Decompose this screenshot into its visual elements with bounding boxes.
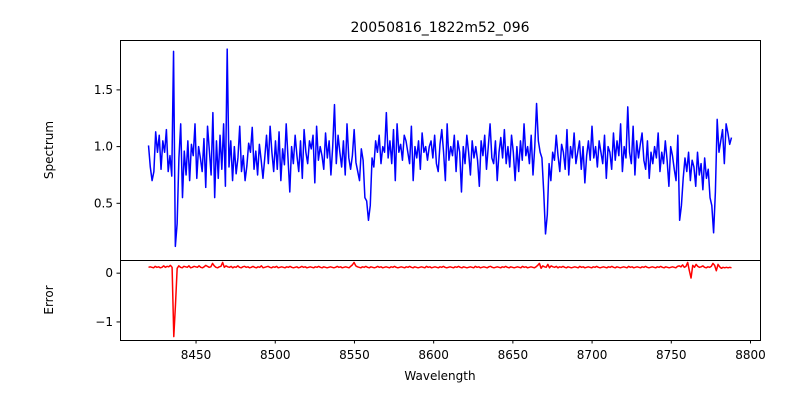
error-ytick-label: 0 [105,266,113,280]
error-xlabel: Wavelength [404,369,475,383]
spectrum-series-line [147,48,733,248]
error-xtick-label: 8600 [418,348,449,362]
error-series-line [148,261,732,338]
error-xtick-label: 8500 [260,348,291,362]
error-xtick-label: 8800 [735,348,766,362]
error-ylabel: Error [42,285,56,314]
chart-title: 20050816_1822m52_096 [350,20,529,36]
error-ytick-label: −1 [95,315,113,329]
spectrum-ytick-label: 0.5 [94,196,113,210]
spectrum-ytick-label: 1.5 [94,83,113,97]
error-xtick-label: 8550 [339,348,370,362]
spectrum-ylabel: Spectrum [42,121,56,179]
error-xtick-label: 8750 [656,348,687,362]
error-panel: Error −1 0 8450 8500 8550 8600 8650 8700 8750 88… [42,260,766,383]
spectrum-yticks: 0.5 1.0 1.5 [94,83,120,210]
spectrum-ytick-label: 1.0 [94,140,113,154]
error-yticks: −1 0 [95,266,120,329]
error-axes-frame [120,260,761,341]
error-xtick-label: 8650 [498,348,529,362]
error-xticks: 8450 8500 8550 8600 8650 8700 8750 8800 [181,340,766,362]
error-xtick-label: 8700 [577,348,608,362]
error-xtick-label: 8450 [181,348,212,362]
